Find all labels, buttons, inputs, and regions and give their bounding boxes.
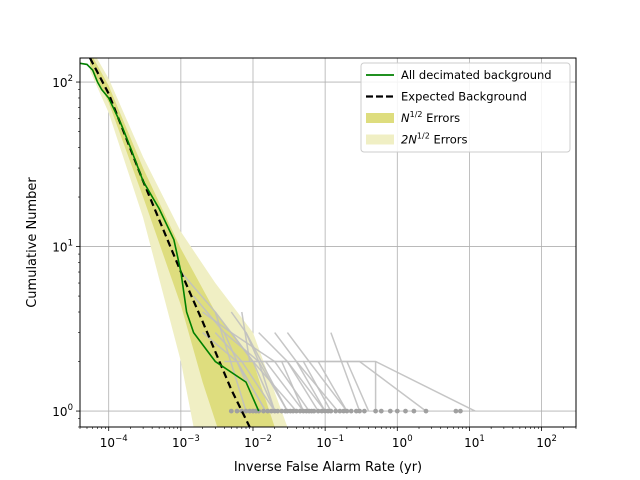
background-point-30 [333, 408, 339, 414]
legend-label-0: All decimated background [401, 68, 552, 82]
legend-label-2: N1/2 Errors [401, 110, 460, 125]
legend: All decimated background Expected Backgro… [360, 62, 571, 153]
background-point-10 [269, 408, 274, 414]
background-point-18 [294, 408, 299, 414]
background-point-24 [311, 408, 317, 414]
series-line-0 [80, 62, 260, 412]
axis-ticks: 10−4 10−3 10−2 10−1 100 101 102 100 101 102 [52, 74, 577, 450]
background-point-37 [362, 408, 367, 414]
background-point-46 [458, 408, 463, 414]
x-tick-label-2: 10−2 [244, 434, 272, 450]
band-n-errors [90, 58, 275, 427]
background-point-31 [337, 408, 343, 414]
background-point-33 [344, 408, 350, 414]
background-point-17 [290, 408, 296, 414]
background-line-17 [295, 361, 326, 412]
legend-label-1: Expected Background [401, 90, 527, 104]
background-point-38 [373, 408, 378, 414]
background-point-35 [353, 408, 359, 414]
background-line-16 [286, 332, 348, 412]
background-line-20 [317, 361, 348, 412]
x-axis-label: Inverse False Alarm Rate (yr) [234, 460, 422, 475]
background-point-43 [411, 408, 417, 414]
y-tick-label-2: 102 [52, 74, 73, 90]
background-line-25 [230, 311, 289, 412]
band-2n-errors-area [90, 58, 288, 427]
y-axis-label: Cumulative Number [25, 177, 40, 308]
background-point-44 [423, 408, 429, 414]
background-point-25 [315, 408, 321, 414]
x-tick-label-4: 100 [392, 434, 413, 450]
legend-handle-2 [366, 113, 394, 123]
background-point-34 [348, 408, 354, 414]
legend-handle-3 [366, 134, 394, 145]
background-point-12 [275, 408, 281, 414]
y-tick-label-0: 100 [52, 403, 73, 419]
background-point-39 [378, 408, 384, 414]
y-tick-label-1: 101 [52, 239, 73, 255]
background-point-26 [319, 408, 325, 414]
band-2n-errors [90, 58, 288, 427]
decimated-background-points [228, 408, 463, 414]
background-line-14 [274, 332, 339, 412]
x-tick-label-6: 102 [536, 434, 557, 450]
background-point-19 [297, 408, 303, 414]
background-line-24 [241, 311, 251, 362]
band-n-errors-area [90, 58, 275, 427]
background-point-9 [265, 408, 271, 414]
background-point-0 [228, 408, 234, 414]
x-tick-label-1: 10−3 [172, 434, 200, 450]
background-point-32 [341, 408, 346, 414]
legend-box [360, 62, 571, 153]
background-point-3 [243, 408, 249, 414]
background-point-45 [453, 408, 459, 414]
background-point-29 [328, 408, 334, 414]
background-point-1 [234, 408, 240, 414]
background-line-15 [281, 361, 305, 412]
background-point-36 [357, 408, 362, 414]
background-point-41 [394, 408, 400, 414]
background-point-40 [387, 408, 393, 414]
x-tick-label-5: 101 [464, 434, 485, 450]
x-tick-label-3: 10−1 [316, 434, 344, 450]
background-point-4 [247, 408, 253, 414]
x-tick-label-0: 10−4 [100, 434, 128, 450]
legend-label-3: 2N1/2 Errors [401, 132, 467, 147]
background-point-42 [403, 408, 408, 414]
decimated-background-lines [180, 271, 476, 412]
background-line-22 [346, 361, 370, 412]
background-point-8 [261, 408, 266, 414]
background-point-13 [279, 408, 285, 414]
plot-frame [79, 57, 577, 428]
decimated-background-series [80, 62, 260, 412]
background-line-21 [330, 332, 361, 412]
